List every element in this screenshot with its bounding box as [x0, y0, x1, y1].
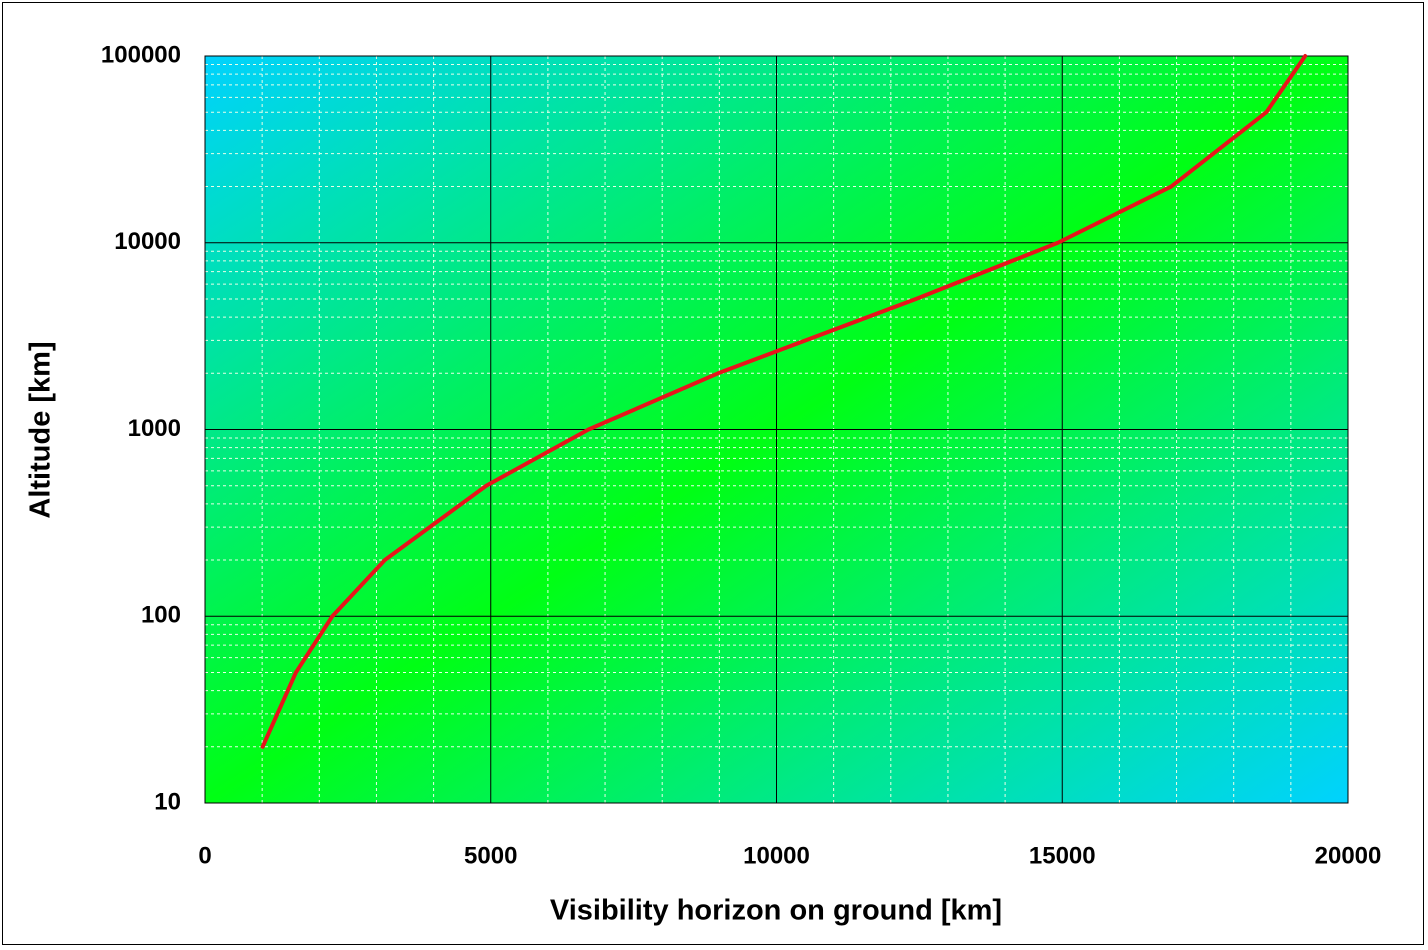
- x-tick-label: 20000: [1315, 842, 1382, 869]
- y-tick-label: 10000: [114, 228, 181, 255]
- plot-border: [204, 55, 1349, 804]
- x-tick-label: 0: [198, 842, 211, 869]
- x-tick-label: 5000: [464, 842, 517, 869]
- y-tick-label: 1000: [128, 415, 181, 442]
- y-tick-label: 100000: [101, 41, 181, 68]
- y-axis-title: Altitude [km]: [25, 341, 57, 518]
- x-tick-label: 10000: [743, 842, 810, 869]
- x-axis-title: Visibility horizon on ground [km]: [550, 895, 1002, 927]
- x-tick-label: 15000: [1029, 842, 1096, 869]
- y-tick-label: 10: [154, 788, 181, 815]
- data-line: [260, 54, 1308, 749]
- y-tick-label: 100: [141, 602, 181, 629]
